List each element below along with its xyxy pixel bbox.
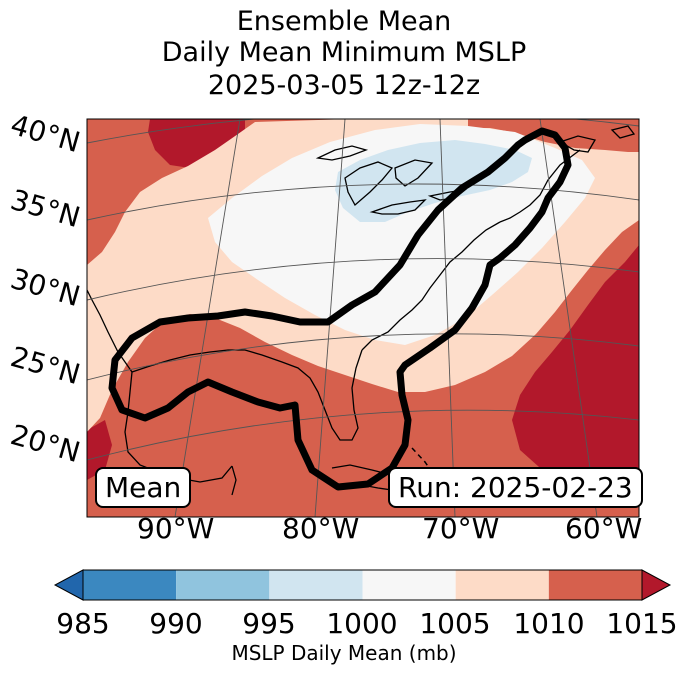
member-label-box: Mean [95,467,192,508]
colorbar-under-arrow [53,569,84,601]
colorbar-bin-1000-1005 [362,570,456,600]
colorbar-bin-995-1000 [269,570,363,600]
lon-label-60w: 60°W [565,512,643,545]
outlook-contour [108,127,572,491]
title-line-1: Ensemble Mean [236,6,452,37]
lon-label-70w: 70°W [422,512,500,545]
colorbar-tick-1010: 1010 [513,607,585,640]
colorbar-tick-1005: 1005 [419,607,491,640]
colorbar-frame [82,569,643,601]
colorbar-tick-995: 995 [242,607,296,640]
colorbar-tick-990: 990 [149,607,203,640]
colorbar-over-arrow [641,569,672,601]
run-date-box: Run: 2025-02-23 [388,467,643,508]
lon-label-90w: 90°W [137,512,215,545]
colorbar-tick-985: 985 [56,607,110,640]
field-1015-north [148,119,245,168]
colorbar-label: MSLP Daily Mean (mb) [231,641,457,665]
map-panel [87,119,639,517]
field-1015-sw [87,420,112,480]
colorbar-tick-1015: 1015 [606,607,678,640]
map-frame [86,118,640,518]
colorbar-tick-1000: 1000 [326,607,398,640]
colorbar-bin-1010-1015 [548,570,642,600]
field-1015-east [512,245,639,505]
field-995 [335,140,532,222]
colorbar-bin-985-990 [83,570,177,600]
lon-label-80w: 80°W [282,512,360,545]
colorbar [53,569,672,601]
colorbar-bin-1005-1010 [455,570,549,600]
title-line-2: Daily Mean Minimum MSLP [161,37,527,68]
title-line-3: 2025-03-05 12z-12z [207,70,481,101]
colorbar-bin-990-995 [176,570,270,600]
